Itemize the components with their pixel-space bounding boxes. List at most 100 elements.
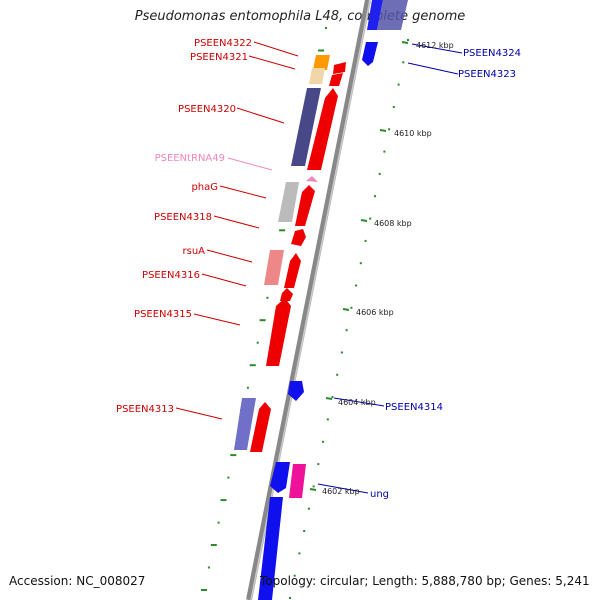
feature-pseen4322-red bbox=[333, 62, 346, 74]
feature-pseen4321 bbox=[309, 68, 325, 84]
tick-major bbox=[279, 229, 286, 232]
tick-minor bbox=[345, 329, 348, 332]
tick-minor bbox=[388, 128, 391, 131]
tick-major bbox=[259, 319, 266, 322]
connector-pseen4324 bbox=[411, 43, 463, 54]
connector-pseen4316 bbox=[201, 273, 247, 287]
tick-minor bbox=[266, 296, 269, 299]
feature-phag-box bbox=[278, 182, 299, 222]
feature-pseen4324-shade bbox=[377, 0, 408, 30]
tick-minor bbox=[289, 597, 291, 599]
gene-label: ung bbox=[370, 489, 389, 500]
ruler-labels: 4602 kbp 4604 kbp 4606 kbp 4608 kbp 4610… bbox=[309, 41, 454, 496]
accession-text: Accession: NC_008027 bbox=[9, 574, 146, 588]
gene-label: phaG bbox=[191, 182, 218, 193]
tick-minor bbox=[293, 574, 296, 577]
tick-minor bbox=[407, 39, 409, 41]
tick-minor bbox=[392, 106, 395, 108]
feature-pseen4321-red bbox=[329, 73, 343, 86]
tick-minor bbox=[217, 521, 220, 524]
feature-ung-arrow bbox=[270, 462, 290, 493]
feature-trna49 bbox=[306, 176, 318, 182]
tick-minor bbox=[383, 150, 386, 153]
tick-major bbox=[220, 499, 227, 502]
tick-minor bbox=[336, 373, 339, 376]
tick-minor bbox=[378, 172, 381, 175]
connector-rsua bbox=[206, 249, 253, 263]
reverse-strand-features bbox=[258, 0, 408, 600]
ruler-label: 4612 kbp bbox=[416, 41, 454, 50]
connector-phag bbox=[219, 185, 267, 199]
feature-pseen4315 bbox=[266, 298, 291, 366]
tick-minor bbox=[325, 27, 327, 29]
ruler-label: 4604 kbp bbox=[338, 398, 376, 407]
tick-minor bbox=[298, 552, 301, 555]
gene-label: rsuA bbox=[183, 246, 206, 257]
gene-label: PSEEN4315 bbox=[134, 309, 192, 320]
connector-pseen4315 bbox=[193, 313, 241, 326]
gene-label: PSEEN4324 bbox=[463, 48, 521, 59]
topology-text: Topology: circular; Length: 5,888,780 bp… bbox=[260, 574, 590, 588]
tick-major bbox=[318, 49, 325, 52]
feature-pseen4313-box bbox=[234, 398, 256, 450]
tick-minor bbox=[374, 195, 376, 198]
feature-pseen4324-top bbox=[367, 0, 383, 30]
connector-trna49 bbox=[227, 157, 273, 171]
feature-pseen4316 bbox=[280, 288, 293, 301]
feature-pseen4318 bbox=[291, 229, 306, 246]
tick-minor bbox=[312, 485, 315, 488]
label-connectors bbox=[175, 41, 463, 494]
feature-pseen4323 bbox=[362, 42, 378, 66]
feature-pseen4313 bbox=[250, 402, 271, 452]
ruler-label: 4602 kbp bbox=[322, 487, 360, 496]
tick-minor bbox=[364, 239, 367, 242]
tick-minor bbox=[350, 306, 353, 309]
feature-rsua-box bbox=[264, 250, 284, 285]
tick-minor bbox=[355, 284, 358, 287]
gene-label: PSEEN4318 bbox=[154, 212, 212, 223]
tick-major bbox=[249, 364, 256, 367]
feature-next-blue bbox=[258, 497, 283, 600]
gene-labels-right: PSEEN4324 PSEEN4323 PSEEN4314 ung bbox=[370, 48, 521, 500]
feature-pseen4322 bbox=[313, 55, 330, 70]
connector-pseen4320 bbox=[236, 107, 285, 124]
feature-ung-box bbox=[289, 464, 306, 498]
tick-minor bbox=[207, 566, 210, 569]
tick-major bbox=[201, 589, 207, 591]
gene-label: PSEEN4316 bbox=[142, 270, 200, 281]
tick-minor bbox=[397, 83, 400, 86]
tick-minor bbox=[227, 476, 230, 479]
ruler-major-tick bbox=[342, 308, 350, 311]
ruler-major-tick bbox=[309, 488, 317, 491]
feature-pseen4320-box bbox=[291, 88, 321, 166]
ruler-label: 4608 kbp bbox=[374, 219, 412, 228]
feature-phag bbox=[295, 185, 315, 226]
tick-minor bbox=[303, 530, 306, 532]
tick-major bbox=[230, 454, 237, 457]
gene-label: PSEEN4320 bbox=[178, 104, 236, 115]
tick-minor bbox=[256, 341, 259, 344]
connector-ung bbox=[317, 483, 369, 494]
feature-pseen4320 bbox=[307, 88, 338, 170]
ruler-label: 4606 kbp bbox=[356, 308, 394, 317]
tick-marks-right bbox=[289, 39, 409, 599]
feature-rsua bbox=[284, 253, 301, 288]
gene-labels-left: PSEEN4322 PSEEN4321 PSEEN4320 PSEENtRNA4… bbox=[116, 38, 252, 415]
connector-pseen4314 bbox=[333, 397, 385, 407]
ruler-major-tick bbox=[325, 397, 333, 400]
connector-pseen4322 bbox=[253, 41, 299, 57]
genome-backbone bbox=[246, 0, 371, 600]
gene-label: PSEENtRNA49 bbox=[155, 153, 225, 164]
tick-minor bbox=[317, 463, 320, 466]
connector-pseen4321 bbox=[248, 55, 296, 70]
gene-label: PSEEN4314 bbox=[385, 402, 443, 413]
ruler-major-tick bbox=[360, 219, 368, 222]
tick-minor bbox=[402, 61, 405, 64]
ruler-label: 4610 kbp bbox=[394, 129, 432, 138]
tick-minor bbox=[322, 440, 324, 443]
tick-minor bbox=[307, 507, 310, 510]
tick-minor bbox=[340, 351, 343, 354]
gene-label: PSEEN4322 bbox=[194, 38, 252, 49]
ruler-major-tick bbox=[379, 129, 387, 132]
